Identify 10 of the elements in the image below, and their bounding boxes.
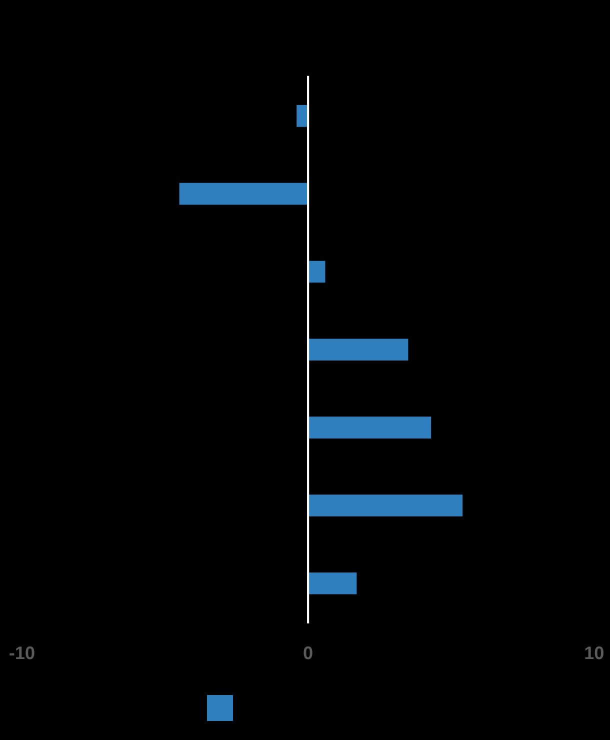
bar	[308, 260, 326, 283]
bar	[179, 182, 308, 205]
bar	[308, 494, 463, 516]
x-tick-label: -10	[10, 646, 34, 660]
bar	[308, 338, 408, 361]
x-tick-label: 10	[585, 646, 604, 660]
bar	[296, 105, 308, 127]
bar	[308, 572, 357, 594]
bar	[308, 416, 432, 438]
x-tick-label: 0	[304, 646, 312, 660]
